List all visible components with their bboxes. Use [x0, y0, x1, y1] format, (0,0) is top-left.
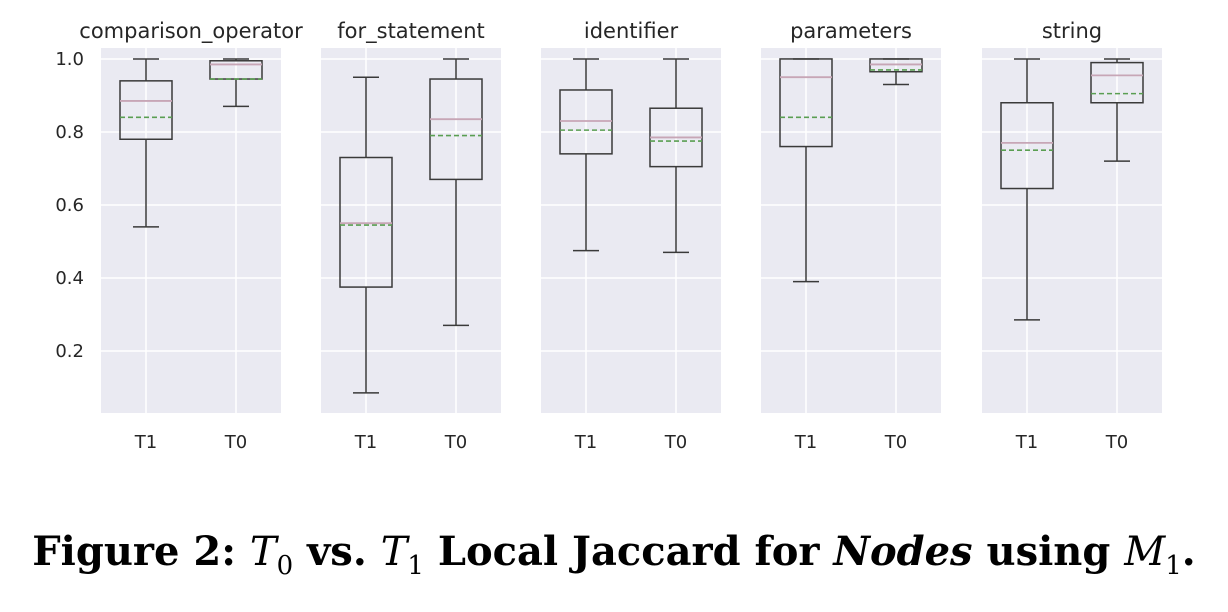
- panel-title-comparison-operator: comparison_operator: [79, 19, 303, 44]
- x-tick-label-comparison-operator-t0: T0: [224, 432, 247, 453]
- x-tick-label-for-statement-t0: T0: [444, 432, 467, 453]
- panel-background-string: [982, 48, 1162, 413]
- caption-prefix: Figure 2:: [32, 528, 250, 575]
- panel-background-for-statement: [321, 48, 501, 413]
- figure-caption: Figure 2: T0 vs. T1 Local Jaccard for No…: [0, 528, 1228, 581]
- x-tick-label-comparison-operator-t1: T1: [134, 432, 157, 453]
- panel-title-string: string: [1042, 19, 1102, 43]
- y-tick-label: 0.6: [55, 195, 84, 216]
- box-parameters-t0: [869, 58, 923, 73]
- panel-title-identifier: identifier: [584, 19, 679, 43]
- caption-m1: M1: [1124, 529, 1182, 581]
- caption-nodes: Nodes: [833, 528, 973, 575]
- x-tick-label-identifier-t1: T1: [574, 432, 597, 453]
- panel-background-comparison-operator: [101, 48, 281, 413]
- x-tick-label-string-t0: T0: [1105, 432, 1128, 453]
- panel-title-for-statement: for_statement: [337, 19, 485, 44]
- caption-t0: T0: [249, 529, 294, 581]
- x-tick-label-string-t1: T1: [1015, 432, 1038, 453]
- box-identifier-t1: [559, 89, 613, 155]
- caption-vs: vs.: [293, 528, 381, 575]
- box-parameters-t1: [779, 58, 833, 148]
- x-tick-label-identifier-t0: T0: [664, 432, 687, 453]
- y-tick-label: 0.8: [55, 122, 84, 143]
- x-tick-label-parameters-t0: T0: [884, 432, 907, 453]
- caption-middle: Local Jaccard for: [423, 528, 834, 575]
- box-for-statement-t1: [339, 156, 393, 288]
- panel-background-parameters: [761, 48, 941, 413]
- panel-background-identifier: [541, 48, 721, 413]
- box-string-t1: [1000, 102, 1054, 190]
- y-tick-label: 1.0: [55, 49, 84, 70]
- box-for-statement-t0: [429, 78, 483, 181]
- caption-end: .: [1181, 528, 1196, 575]
- panel-title-parameters: parameters: [790, 19, 912, 43]
- box-string-t0: [1090, 61, 1144, 104]
- box-comparison-operator-t1: [119, 80, 173, 140]
- caption-t1: T1: [380, 529, 424, 581]
- y-tick-label: 0.4: [55, 268, 84, 289]
- caption-using: using: [972, 528, 1125, 575]
- x-tick-label-parameters-t1: T1: [794, 432, 817, 453]
- box-plot-chart: comparison_operator T1 T0 for_statement T1 T0…: [55, 19, 1162, 453]
- x-tick-label-for-statement-t1: T1: [354, 432, 377, 453]
- y-tick-label: 0.2: [55, 341, 84, 362]
